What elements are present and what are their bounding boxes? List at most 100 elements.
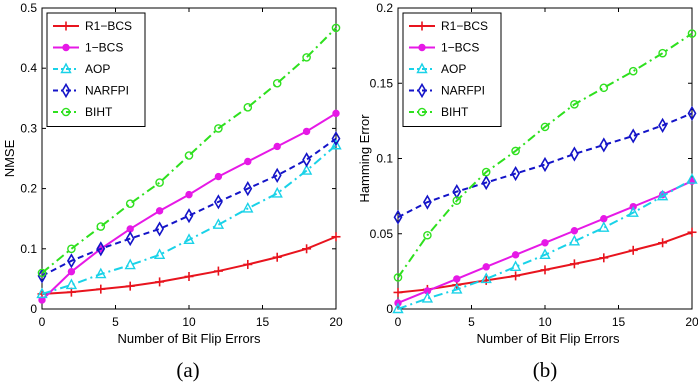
data-point <box>183 233 195 244</box>
data-point <box>482 263 490 271</box>
data-point <box>243 103 253 112</box>
legend-label: R1−BCS <box>85 19 132 33</box>
data-point <box>628 128 638 144</box>
data-point <box>331 23 341 33</box>
x-tick-label: 10 <box>182 315 196 329</box>
data-point <box>302 152 312 168</box>
y-axis-label: Hamming Error <box>357 114 372 203</box>
data-point <box>185 190 193 199</box>
series-line <box>397 178 693 310</box>
data-point <box>66 253 76 269</box>
data-point <box>331 131 341 147</box>
y-axis-label: NMSE <box>2 139 17 177</box>
data-point <box>330 138 342 150</box>
data-point <box>96 241 106 257</box>
data-point <box>481 174 491 191</box>
series-line <box>397 112 693 219</box>
series-line <box>41 27 337 274</box>
data-point <box>302 127 311 136</box>
data-point <box>480 272 492 284</box>
data-point <box>37 268 47 284</box>
series-line <box>41 137 337 277</box>
legend-entry: 1−BCS <box>409 41 479 55</box>
data-point <box>184 151 194 160</box>
legend-marker <box>416 62 428 74</box>
x-tick-label: 5 <box>468 315 475 329</box>
data-point <box>422 194 432 210</box>
chart-panel-1: 0 5 10 15 20 0 0.05 0.1 0.15 0.2 Number of Bit Fli… <box>357 1 698 382</box>
legend-marker <box>417 82 427 99</box>
data-point <box>212 218 225 229</box>
y-tick-label: 0.4 <box>20 61 37 75</box>
legend: R1−BCS 1−BCS AOP NARFPI BIHT <box>46 12 146 127</box>
x-tick-label: 5 <box>112 315 119 329</box>
data-point <box>155 207 164 215</box>
data-point <box>656 189 669 201</box>
data-point <box>242 201 254 213</box>
y-tick-label: 0.2 <box>376 1 393 15</box>
x-tick-label: 15 <box>256 315 270 329</box>
legend-marker <box>60 62 72 74</box>
data-point <box>658 48 667 58</box>
x-axis-label: Number of Bit Flip Errors <box>117 331 261 346</box>
series-narfpi <box>37 131 341 284</box>
legend-marker <box>417 107 427 117</box>
legend-marker <box>62 43 70 52</box>
data-point <box>243 181 253 197</box>
data-point <box>568 234 581 246</box>
legend-label: BIHT <box>85 105 113 119</box>
series-1-bcs <box>38 109 340 304</box>
y-tick-label: 0.05 <box>370 227 394 241</box>
data-point <box>271 186 283 198</box>
data-point <box>184 208 194 224</box>
y-tick-label: 0.2 <box>20 182 37 196</box>
x-tick-label: 20 <box>329 315 343 329</box>
series-biht <box>393 29 697 282</box>
x-axis-label: Number of Bit Flip Errors <box>476 331 620 346</box>
data-point <box>124 258 136 270</box>
data-point <box>511 165 521 182</box>
legend-entry: BIHT <box>409 105 469 119</box>
y-tick-label: 0.3 <box>20 121 37 135</box>
y-tick-label: 0 <box>386 302 393 316</box>
data-point <box>599 83 609 93</box>
data-point <box>687 105 697 121</box>
data-point <box>599 137 609 153</box>
y-tick-label: 0.1 <box>20 242 37 256</box>
data-point <box>244 157 252 166</box>
data-point <box>423 230 432 240</box>
data-point <box>511 251 520 259</box>
data-point <box>67 267 76 276</box>
legend-marker <box>61 107 71 117</box>
panel-caption: (b) <box>533 358 558 382</box>
data-point <box>36 287 48 299</box>
data-point <box>37 268 47 278</box>
data-point <box>273 142 281 151</box>
data-point <box>96 222 106 231</box>
data-point <box>214 172 223 181</box>
legend-entry: R1−BCS <box>409 19 488 33</box>
legend-entry: AOP <box>53 62 110 76</box>
x-tick-label: 20 <box>685 315 698 329</box>
chart-panel-0: 0 5 10 15 20 0 0.1 0.2 0.3 0.4 0.5 Number of Bit Fl… <box>2 1 343 382</box>
legend: R1−BCS 1−BCS AOP NARFPI BIHT <box>402 12 502 127</box>
x-tick-label: 0 <box>39 315 46 329</box>
data-point <box>125 199 135 208</box>
x-tick-label: 0 <box>395 315 402 329</box>
data-point <box>153 248 166 260</box>
data-point <box>541 239 549 247</box>
panel-caption: (a) <box>176 358 199 382</box>
data-point <box>570 227 579 235</box>
data-point <box>687 29 697 38</box>
legend-label: 1−BCS <box>85 41 123 55</box>
legend-entry: AOP <box>409 62 466 76</box>
data-point <box>570 100 579 109</box>
data-point <box>421 291 434 303</box>
series-line <box>397 32 693 278</box>
y-tick-label: 0.1 <box>376 152 393 166</box>
data-point <box>540 122 550 132</box>
data-point <box>214 124 223 133</box>
legend-label: AOP <box>441 62 466 76</box>
data-point <box>125 230 135 247</box>
